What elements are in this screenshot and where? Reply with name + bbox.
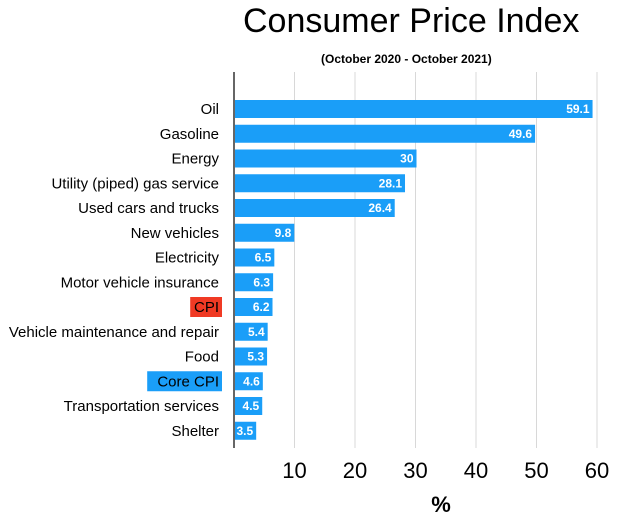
category-label: New vehicles: [131, 225, 219, 242]
bar-energy: [235, 149, 417, 168]
bar-shelter: [235, 421, 257, 440]
highlighted-label-core-cpi: Core CPI: [147, 371, 222, 392]
bar-food: [235, 347, 268, 366]
bar-value-label: 6.2: [253, 300, 270, 314]
x-tick-30: 30: [403, 458, 427, 483]
category-label: Energy: [171, 151, 219, 168]
label-highlight-box: [190, 297, 222, 317]
category-label: Gasoline: [160, 126, 219, 143]
bar-value-label: 59.1: [566, 102, 590, 116]
bar-vehicle-maintenance-and-repair: [235, 322, 268, 341]
category-label: Utility (piped) gas service: [51, 175, 219, 192]
x-axis-title: %: [431, 492, 451, 517]
bar-value-label: 30: [400, 152, 414, 166]
bar-motor-vehicle-insurance: [235, 273, 274, 292]
bar-electricity: [235, 248, 275, 267]
bar-value-label: 9.8: [275, 226, 292, 240]
bar-value-label: 6.5: [255, 251, 272, 265]
bar-value-label: 3.5: [236, 424, 253, 438]
category-label: Shelter: [171, 423, 219, 440]
bar-core-cpi: [235, 372, 263, 391]
grid-lines: [294, 72, 598, 448]
x-tick-20: 20: [343, 458, 367, 483]
category-label: Core CPI: [157, 373, 219, 390]
bars: 59.1 49.6 30 28.1 26.4 9.86.5 6.3 6.2 5.4 5.3 4.6 4…: [235, 100, 593, 440]
bar-value-label: 49.6: [509, 127, 533, 141]
bar-used-cars-and-trucks: [235, 199, 395, 217]
category-label: Transportation services: [64, 398, 219, 415]
bar-gasoline: [235, 124, 536, 143]
bar-value-label: 26.4: [368, 201, 392, 215]
highlighted-label-cpi: CPI: [190, 297, 222, 317]
category-label: Motor vehicle insurance: [61, 274, 219, 291]
x-tick-50: 50: [524, 458, 548, 483]
chart-subtitle: (October 2020 - October 2021): [321, 52, 492, 66]
label-highlight-box: [147, 371, 222, 392]
category-label: CPI: [194, 299, 219, 316]
category-label: Electricity: [155, 250, 220, 267]
x-tick-40: 40: [464, 458, 488, 483]
bar-value-label: 6.3: [253, 275, 270, 289]
bar-oil: [235, 100, 593, 118]
bar-value-label: 4.6: [243, 374, 260, 388]
bar-value-label: 28.1: [379, 176, 403, 190]
x-tick-labels: 10 20 30 40 50 60: [282, 458, 609, 483]
category-label: Food: [185, 349, 219, 366]
category-label: Used cars and trucks: [78, 200, 219, 217]
x-tick-10: 10: [282, 458, 306, 483]
bar-value-label: 5.4: [248, 325, 265, 339]
bar-utility-piped-gas-service: [235, 174, 406, 193]
category-label: Vehicle maintenance and repair: [9, 324, 219, 341]
bar-transportation-services: [235, 397, 263, 415]
bar-value-label: 5.3: [247, 350, 264, 364]
category-label: Oil: [201, 101, 219, 118]
category-labels: Oil Gasoline Energy Utility (piped) gas ser…: [9, 101, 222, 440]
bar-cpi: [235, 298, 273, 316]
bar-new-vehicles: [235, 223, 295, 242]
x-tick-60: 60: [585, 458, 609, 483]
bar-value-label: 4.5: [243, 399, 260, 413]
